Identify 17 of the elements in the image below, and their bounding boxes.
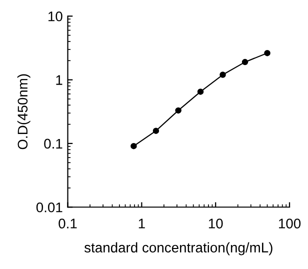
x-axis-title: standard concentration(ng/mL) (84, 242, 272, 256)
point (175, 107, 182, 114)
point (220, 72, 226, 78)
x-tick-label: 10 (208, 218, 223, 228)
point (130, 142, 137, 150)
y-tick-label: 1 (56, 75, 62, 85)
y-axis-title: O.D(450nm) (17, 74, 30, 150)
y-tick-label: 0.01 (36, 202, 62, 212)
x-tick-label: 100 (278, 218, 301, 228)
point (264, 50, 270, 56)
point (197, 88, 204, 95)
point (152, 128, 160, 134)
y-tick-label: 0.1 (44, 138, 62, 149)
point (242, 58, 248, 66)
x-tick-label: 1 (138, 218, 145, 228)
y-tick-label: 10 (48, 11, 62, 22)
x-tick-label: 0.1 (58, 218, 77, 228)
